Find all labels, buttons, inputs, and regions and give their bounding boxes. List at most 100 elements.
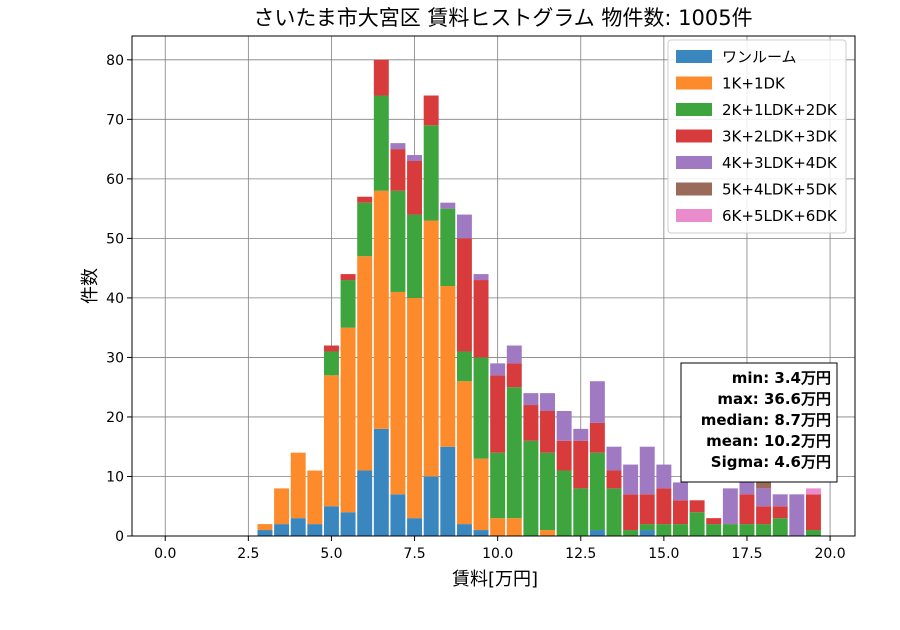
bar-segment [490, 452, 506, 519]
bar-segment [556, 470, 572, 536]
bar-segment [623, 494, 639, 531]
bar-segment [673, 500, 688, 525]
bar-segment [589, 452, 605, 531]
bar-segment [456, 214, 472, 239]
bar-segment [274, 488, 290, 525]
bars [257, 59, 821, 536]
bar-segment [490, 363, 506, 376]
bar-segment [772, 518, 788, 536]
stats-line: Sigma: 4.6万円 [711, 453, 831, 471]
bar-segment [390, 190, 406, 292]
bar-segment [772, 506, 788, 519]
bar-segment [456, 381, 472, 525]
bar-segment [407, 161, 423, 215]
y-tick-label: 10 [106, 469, 124, 485]
bar-segment [456, 524, 472, 536]
bar-segment [340, 280, 356, 328]
bar-segment [307, 524, 323, 536]
legend: ワンルーム 1K+1DK 2K+1LDK+2DK 3K+2LDK+3DK 4K+3LDK… [667, 39, 847, 234]
x-tick-label: 12.5 [565, 546, 596, 562]
legend-swatch [676, 209, 712, 222]
bar-segment [772, 494, 788, 507]
bar-segment [523, 440, 539, 536]
bar-segment [722, 488, 738, 525]
bar-segment [722, 524, 738, 536]
bar-segment [390, 149, 406, 191]
bar-segment [373, 190, 389, 429]
bar-segment [756, 506, 772, 525]
bar-segment [639, 494, 655, 525]
stats-box: min: 3.4万円 max: 36.6万円 median: 8.7万円 mean: … [680, 362, 838, 483]
bar-segment [407, 214, 423, 298]
bar-segment [473, 280, 489, 358]
bar-segment [623, 464, 639, 495]
bar-segment [423, 476, 439, 536]
x-axis-label: 賃料[万円] [452, 569, 538, 590]
y-tick-label: 50 [106, 231, 124, 247]
y-tick-label: 20 [106, 410, 124, 426]
y-tick-label: 80 [106, 53, 124, 69]
bar-segment [639, 530, 655, 536]
bar-segment [407, 297, 423, 519]
y-tick-label: 40 [106, 291, 124, 307]
bar-segment [490, 375, 506, 453]
bar-segment [423, 95, 439, 126]
stats-line: max: 36.6万円 [717, 390, 831, 408]
bar-segment [473, 530, 489, 536]
legend-swatch [676, 156, 712, 169]
bar-segment [357, 470, 373, 536]
x-tick-label: 2.5 [237, 546, 259, 562]
bar-segment [606, 446, 622, 471]
bar-segment [440, 208, 456, 286]
stats-line: mean: 10.2万円 [706, 432, 831, 450]
bar-segment [357, 196, 373, 203]
legend-label: 1K+1DK [722, 75, 786, 93]
bar-segment [606, 470, 622, 489]
bar-segment [540, 452, 555, 531]
x-tick-label: 0.0 [154, 546, 176, 562]
bar-segment [490, 518, 506, 536]
bar-segment [357, 256, 373, 471]
bar-segment [606, 488, 622, 536]
bar-segment [623, 530, 639, 536]
bar-segment [257, 524, 273, 531]
bar-segment [473, 274, 489, 281]
bar-segment [323, 351, 339, 376]
x-tick-label: 7.5 [403, 546, 425, 562]
bar-segment [689, 500, 705, 513]
bar-segment [290, 518, 306, 536]
legend-label: 4K+3LDK+4DK [722, 154, 838, 172]
bar-segment [423, 220, 439, 477]
bar-segment [373, 428, 389, 536]
y-axis-label: 件数 [80, 268, 101, 304]
x-tick-label: 10.0 [482, 546, 513, 562]
bar-segment [556, 411, 572, 441]
bar-segment [756, 524, 772, 536]
bar-segment [573, 488, 589, 536]
bar-segment [373, 95, 389, 191]
bar-segment [506, 387, 522, 519]
bar-segment [506, 363, 522, 388]
legend-box [667, 39, 847, 234]
x-tick-label: 5.0 [320, 546, 342, 562]
bar-segment [407, 155, 423, 161]
bar-segment [589, 381, 605, 423]
bar-segment [274, 524, 290, 536]
legend-swatch [676, 182, 712, 196]
bar-segment [407, 518, 423, 536]
bar-segment [340, 327, 356, 513]
bar-segment [656, 488, 672, 525]
bar-segment [523, 393, 539, 406]
stats-line: min: 3.4万円 [732, 369, 831, 387]
bar-segment [340, 274, 356, 281]
x-tick-label: 17.5 [731, 546, 762, 562]
bar-segment [523, 405, 539, 441]
stats-line: median: 8.7万円 [701, 411, 831, 429]
bar-segment [789, 494, 805, 536]
bar-segment [423, 125, 439, 221]
plot-frame [131, 35, 856, 537]
legend-label: 5K+4LDK+5DK [722, 181, 838, 199]
bar-segment [473, 458, 489, 531]
bar-segment [506, 518, 522, 536]
